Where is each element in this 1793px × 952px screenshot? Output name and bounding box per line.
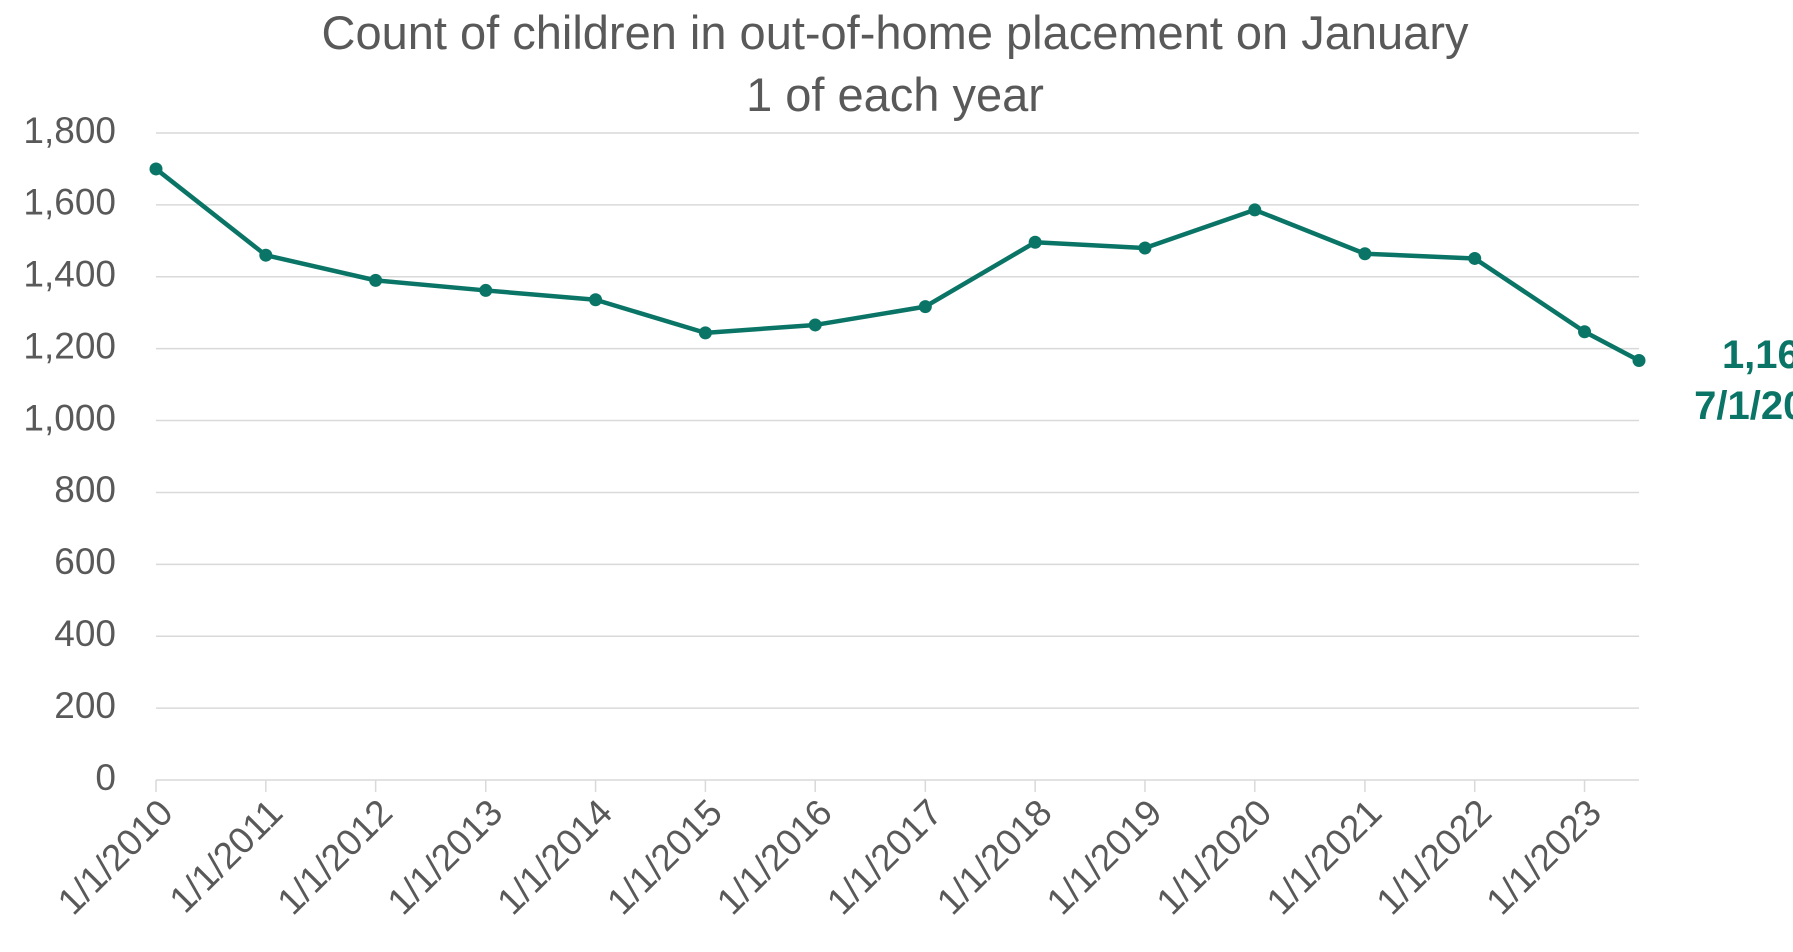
x-tick-label: 1/1/2010 [50,792,181,923]
data-point [808,318,822,332]
series-line [154,167,1641,363]
data-point [259,248,273,262]
y-tick-label: 1,200 [23,325,116,366]
y-tick-label: 0 [95,757,116,798]
data-point [698,326,712,340]
y-tick-label: 200 [54,685,116,726]
x-tick-label: 1/1/2013 [379,792,510,923]
x-tick-label: 1/1/2015 [599,792,730,923]
data-point [918,300,932,314]
x-tick-label: 1/1/2021 [1259,792,1390,923]
y-tick-label: 600 [54,541,116,582]
value-label: 1,167 [1722,333,1793,377]
y-tick-label: 1,400 [23,254,116,295]
data-point [1578,325,1592,339]
x-tick-label: 1/1/2018 [929,792,1060,923]
data-point [1468,251,1482,265]
y-tick-label: 1,000 [23,397,116,438]
x-tick-label: 1/1/2019 [1039,792,1170,923]
data-point [1632,354,1646,368]
y-tick-label: 800 [54,469,116,510]
x-tick-label: 1/1/2012 [269,792,400,923]
data-point [589,293,603,307]
x-tick-label: 1/1/2020 [1149,792,1280,923]
x-tick-label: 1/1/2022 [1368,792,1499,923]
data-point [1028,235,1042,249]
data-point [479,283,493,297]
x-tick-label: 1/1/2017 [819,792,950,923]
data-point [1248,203,1262,217]
data-point [149,162,163,176]
data-point [1358,247,1372,261]
y-tick-label: 400 [54,613,116,654]
point-date-label: 7/1/2023 [1694,384,1793,428]
chart-title: Count of children in out-of-home placeme… [321,6,1469,121]
data-point [1138,241,1152,255]
y-tick-label: 1,800 [23,110,116,151]
x-tick-label: 1/1/2016 [709,792,840,923]
y-tick-label: 1,600 [23,182,116,223]
data-point [369,273,383,287]
x-tick-label: 1/1/2014 [489,792,620,923]
x-tick-label: 1/1/2023 [1478,792,1609,923]
x-tick-label: 1/1/2011 [161,792,290,921]
